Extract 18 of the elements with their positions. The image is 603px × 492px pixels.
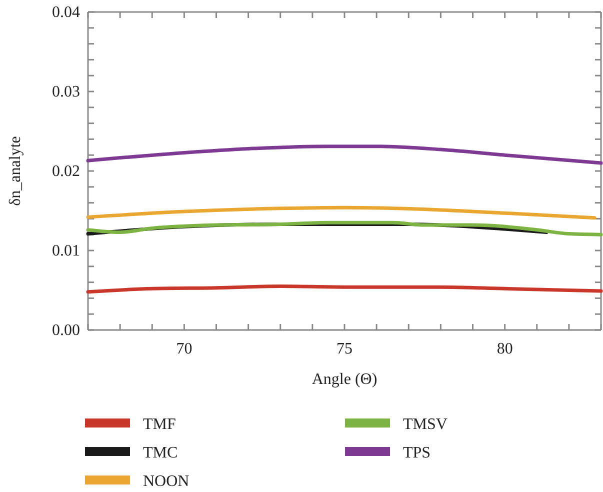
y-tick-label: 0.04 <box>52 4 80 22</box>
line-series <box>86 144 603 165</box>
legend-label: TMC <box>143 444 178 462</box>
x-axis-title: Angle (Θ) <box>312 371 378 388</box>
y-tick-label: 0.02 <box>52 163 80 180</box>
legend-label: TPS <box>403 444 431 462</box>
legend-label: TMSV <box>403 416 448 433</box>
y-tick-label: 0.03 <box>52 84 80 101</box>
y-tick-label: 0.00 <box>52 322 80 340</box>
x-tick-label: 75 <box>336 340 352 358</box>
x-tick-label: 80 <box>496 340 513 358</box>
legend-label: TMF <box>143 416 176 433</box>
x-tick-label: 70 <box>176 340 192 358</box>
line-series <box>86 206 596 220</box>
y-tick-label: 0.01 <box>52 242 80 260</box>
y-axis-title: δn_analyte <box>7 136 24 206</box>
line-series <box>86 220 603 236</box>
legend-label: NOON <box>143 473 190 490</box>
